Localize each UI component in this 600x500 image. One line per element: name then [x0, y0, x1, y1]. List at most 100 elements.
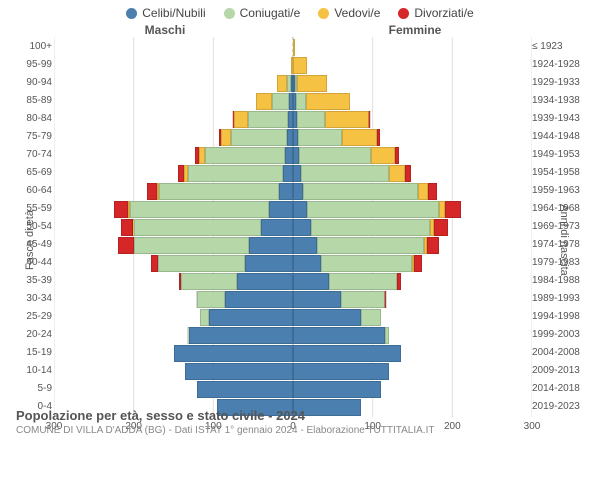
male-half — [54, 327, 293, 344]
bar-segment — [329, 273, 397, 290]
birth-label: 2009-2013 — [532, 366, 590, 376]
plot-area — [54, 37, 532, 417]
male-half — [54, 309, 293, 326]
x-tick: 200 — [444, 421, 461, 432]
age-label: 70-74 — [16, 150, 52, 160]
bar-segment — [293, 327, 385, 344]
bar-segment — [189, 327, 293, 344]
bar-segment — [341, 291, 385, 308]
female-half — [293, 291, 532, 308]
age-label: 65-69 — [16, 168, 52, 178]
bar-segment — [231, 129, 287, 146]
birth-label: 1984-1988 — [532, 276, 590, 286]
bar-row — [54, 381, 532, 398]
bar-segment — [427, 237, 439, 254]
female-half — [293, 273, 532, 290]
female-half — [293, 75, 532, 92]
female-half — [293, 93, 532, 110]
bar-segment — [134, 219, 261, 236]
bar-segment — [272, 93, 290, 110]
female-half — [293, 219, 532, 236]
bar-segment — [197, 291, 225, 308]
birth-labels: ≤ 19231924-19281929-19331934-19381939-19… — [532, 37, 590, 417]
age-labels: 100+95-9990-9485-8980-8475-7970-7465-696… — [16, 37, 52, 417]
bar-segment — [147, 183, 157, 200]
age-label: 90-94 — [16, 78, 52, 88]
birth-label: 1954-1958 — [532, 168, 590, 178]
bar-segment — [134, 237, 250, 254]
age-label: 20-24 — [16, 330, 52, 340]
bar-row — [54, 165, 532, 182]
bar-segment — [301, 165, 389, 182]
bar-segment — [248, 111, 288, 128]
birth-label: 1964-1968 — [532, 204, 590, 214]
male-half — [54, 201, 293, 218]
bar-segment — [225, 291, 293, 308]
female-half — [293, 165, 532, 182]
bar-segment — [361, 309, 381, 326]
male-half — [54, 183, 293, 200]
bar-segment — [159, 183, 279, 200]
male-half — [54, 147, 293, 164]
bar-row — [54, 57, 532, 74]
bar-segment — [321, 255, 413, 272]
bar-segment — [293, 291, 341, 308]
bar-row — [54, 345, 532, 362]
bar-row — [54, 93, 532, 110]
male-half — [54, 381, 293, 398]
age-label: 35-39 — [16, 276, 52, 286]
age-label: 40-44 — [16, 258, 52, 268]
birth-label: 1944-1948 — [532, 132, 590, 142]
bar-segment — [434, 219, 448, 236]
bar-segment — [397, 273, 401, 290]
age-label: 80-84 — [16, 114, 52, 124]
female-half — [293, 381, 532, 398]
bar-segment — [385, 291, 387, 308]
birth-label: 1949-1953 — [532, 150, 590, 160]
legend-swatch — [126, 8, 137, 19]
male-half — [54, 219, 293, 236]
bar-segment — [296, 93, 306, 110]
bar-segment — [188, 165, 284, 182]
bar-segment — [185, 363, 293, 380]
age-label: 45-49 — [16, 240, 52, 250]
bar-segment — [181, 273, 237, 290]
bar-segment — [283, 165, 293, 182]
male-half — [54, 165, 293, 182]
bar-segment — [293, 363, 389, 380]
male-half — [54, 129, 293, 146]
bar-segment — [237, 273, 293, 290]
bar-segment — [245, 255, 293, 272]
male-half — [54, 291, 293, 308]
bar-row — [54, 147, 532, 164]
bar-segment — [428, 183, 438, 200]
bar-segment — [389, 165, 405, 182]
male-half — [54, 39, 293, 56]
female-half — [293, 327, 532, 344]
bar-segment — [118, 237, 134, 254]
birth-label: 1979-1983 — [532, 258, 590, 268]
male-half — [54, 57, 293, 74]
legend-label: Coniugati/e — [240, 6, 301, 20]
bar-segment — [158, 255, 246, 272]
bar-segment — [293, 237, 317, 254]
bar-segment — [445, 201, 461, 218]
legend-item: Divorziati/e — [398, 6, 473, 20]
birth-label: 2019-2023 — [532, 402, 590, 412]
male-half — [54, 273, 293, 290]
female-half — [293, 255, 532, 272]
bar-segment — [405, 165, 411, 182]
chart-title: Popolazione per età, sesso e stato civil… — [16, 408, 434, 423]
male-half — [54, 237, 293, 254]
age-label: 95-99 — [16, 60, 52, 70]
bar-segment — [197, 381, 293, 398]
bar-segment — [221, 129, 231, 146]
legend-label: Vedovi/e — [334, 6, 380, 20]
bar-segment — [234, 111, 248, 128]
bar-row — [54, 237, 532, 254]
female-header: Femmine — [290, 23, 540, 37]
bar-segment — [293, 165, 301, 182]
legend-item: Celibi/Nubili — [126, 6, 205, 20]
bar-segment — [369, 111, 371, 128]
male-half — [54, 111, 293, 128]
